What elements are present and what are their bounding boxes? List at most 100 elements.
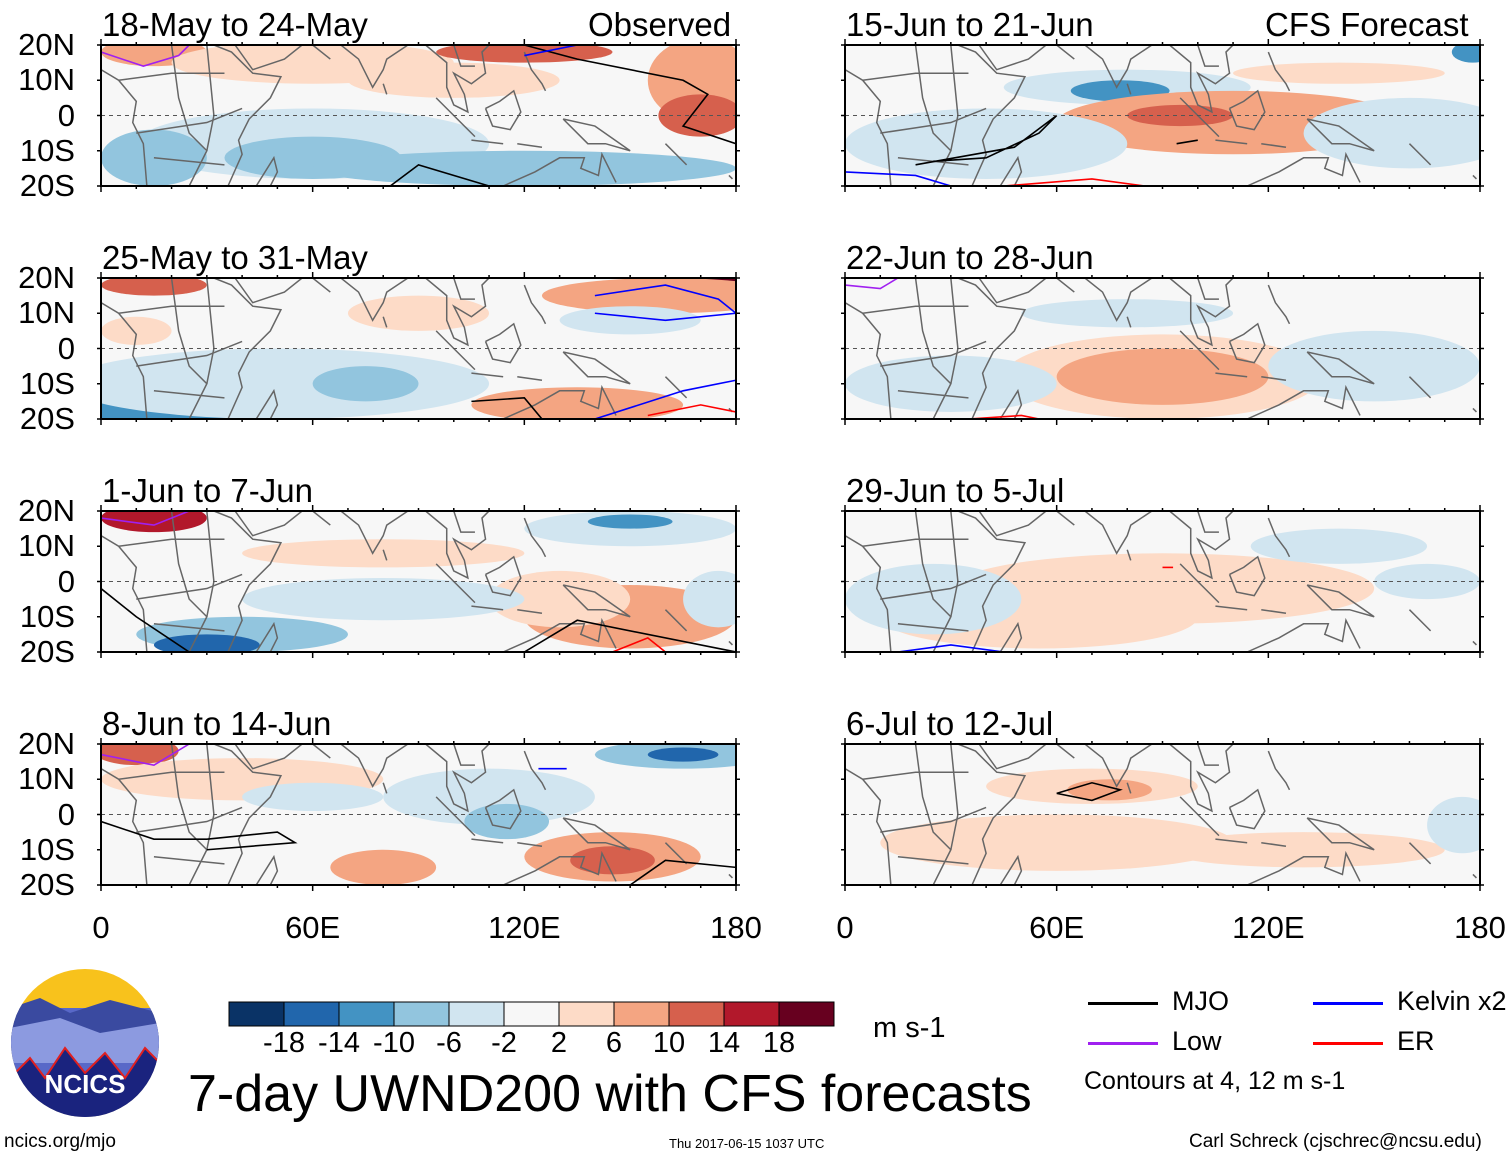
legend-label: ER [1397, 1026, 1435, 1056]
anomaly-region [101, 744, 179, 766]
coastline [471, 372, 504, 378]
coastline [1267, 517, 1291, 558]
wave-contour [594, 284, 736, 314]
coastline [897, 856, 969, 865]
coastline [453, 278, 475, 300]
coastline [1261, 608, 1287, 614]
anomaly-region [880, 814, 1234, 871]
colorbar-tick-label: 14 [707, 1027, 741, 1059]
lat-tick-label: 20S [19, 401, 75, 436]
anomaly-region [312, 366, 419, 402]
coastline [1169, 511, 1234, 580]
coastline [213, 511, 283, 652]
lon-tick-label: 180 [710, 910, 762, 945]
coastline [862, 771, 969, 780]
anomaly-region [1268, 330, 1480, 402]
anomaly-region [658, 94, 736, 137]
coastline [978, 511, 1047, 537]
colorbar-swatch [503, 1001, 560, 1027]
coastline [957, 45, 1027, 186]
coastline [1228, 89, 1266, 131]
coastline [862, 72, 969, 81]
coastline [234, 45, 303, 71]
anomaly-region [330, 849, 437, 885]
colorbar [228, 1001, 835, 1027]
coastline [1306, 584, 1375, 618]
coastline [1197, 511, 1219, 533]
coastline [1084, 511, 1153, 555]
map-panel [841, 738, 1484, 891]
colorbar-swatch [338, 1001, 395, 1027]
anomaly-region [1233, 62, 1445, 84]
anomaly-region [471, 387, 684, 419]
colorbar-swatch [393, 1001, 450, 1027]
site-url[interactable]: ncics.org/mjo [4, 1131, 116, 1152]
coastline [484, 322, 522, 364]
coastline [664, 842, 688, 865]
coastline [862, 538, 969, 547]
coastline [1306, 118, 1375, 152]
coastline [453, 45, 475, 67]
anomaly-region [242, 539, 525, 568]
wave-contour [101, 45, 190, 67]
panel-title: 29-Jun to 5-Jul [846, 472, 1065, 509]
colorbar-tick-label: 10 [652, 1027, 686, 1059]
coastline [1472, 640, 1478, 646]
coastline [1126, 549, 1132, 561]
coastline [471, 605, 504, 611]
coastline [1306, 351, 1375, 385]
lat-tick-label: 10S [19, 831, 75, 867]
coastline [1267, 51, 1291, 92]
coastline [1084, 278, 1153, 322]
coastline [1056, 744, 1075, 759]
anomaly-region [587, 514, 673, 529]
coastline [957, 744, 1027, 885]
anomaly-region [559, 306, 701, 335]
coastline [845, 69, 892, 186]
coastline [136, 107, 243, 134]
coastline [728, 873, 734, 879]
lat-tick-label: 0 [57, 563, 75, 599]
wave-contour [915, 114, 1058, 166]
ncics-logo: NCICS [11, 969, 159, 1117]
coastline [1084, 744, 1153, 788]
panel-title: 18-May to 24-May [102, 6, 368, 43]
colorbar-tick-label: -2 [491, 1027, 517, 1059]
coastline [101, 535, 148, 652]
coastline [153, 157, 225, 166]
coastline [484, 89, 522, 131]
coastline [1215, 372, 1248, 378]
coastline [1261, 375, 1287, 381]
coastline [1246, 617, 1361, 652]
observed-label: Observed [588, 6, 732, 43]
lat-tick-label: 10S [19, 365, 75, 401]
anomaly-region [1021, 299, 1234, 328]
coastline [999, 854, 1023, 885]
coastline [1408, 842, 1432, 865]
wave-contour [523, 619, 736, 652]
coastline [425, 744, 490, 813]
lat-tick-label: 10S [19, 598, 75, 634]
coastline [845, 768, 892, 885]
anomaly-region [1427, 796, 1480, 854]
coastline [517, 608, 543, 614]
coastline [1215, 139, 1248, 145]
coastline [213, 744, 283, 885]
coastline [1472, 873, 1478, 879]
lat-tick-label: 0 [57, 330, 75, 366]
coastline [213, 278, 283, 419]
map-panel [841, 39, 1484, 192]
lat-tick-label: 10N [18, 62, 75, 98]
coastline [880, 806, 987, 833]
colorbar-swatch [448, 1001, 505, 1027]
legend-label: Kelvin x2 [1397, 986, 1507, 1016]
coastline [728, 640, 734, 646]
svg-text:NCICS: NCICS [45, 1069, 126, 1099]
coastline [340, 278, 409, 322]
coastline [234, 278, 303, 304]
anomaly-region [1162, 832, 1445, 868]
legend-line [1313, 1002, 1383, 1005]
colorbar-tick-label: 18 [762, 1027, 796, 1059]
lat-tick-label: 20N [18, 27, 75, 62]
coastline [136, 573, 243, 600]
